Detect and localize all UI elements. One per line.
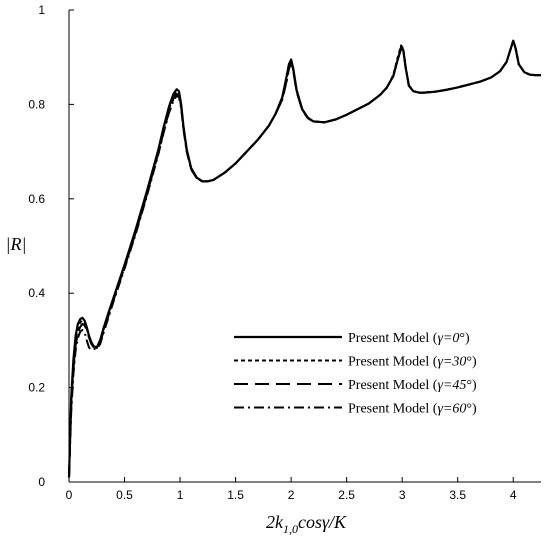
x-tick-label: 2.5 — [338, 488, 355, 502]
x-axis-title-rest: cosγ/K — [298, 512, 347, 532]
y-tick-label: 0.4 — [28, 286, 45, 300]
x-tick-label: 4 — [510, 488, 517, 502]
y-tick-label: 1 — [38, 3, 45, 17]
legend-label-0: Present Model (γ=0°) — [348, 331, 470, 346]
legend-label-2: Present Model (γ=45°) — [348, 378, 477, 393]
legend-label-var: γ=30 — [437, 355, 466, 370]
legend-label-var: γ=60 — [437, 402, 466, 417]
legend-label-prefix: Present Model ( — [348, 331, 438, 346]
x-tick-label: 0 — [66, 488, 73, 502]
axes: 0 0.5 1 1.5 2 2.5 3 3.5 4 0 0.2 0.4 0.6 0.8 1 — [28, 3, 541, 502]
x-axis-title-subscript: 1,0 — [283, 522, 298, 536]
x-tick-label: 1.5 — [227, 488, 244, 502]
series-line-3 — [68, 39, 541, 478]
legend-label-suffix: °) — [466, 355, 477, 370]
x-axis-title-main: 2k — [266, 512, 284, 532]
x-tick-label: 2 — [288, 488, 295, 502]
x-axis-title: 2k1,0cosγ/K — [266, 512, 347, 536]
legend-label-suffix: °) — [459, 331, 470, 346]
legend-label-prefix: Present Model ( — [348, 402, 438, 417]
y-tick-label: 0 — [38, 475, 45, 489]
legend-label-prefix: Present Model ( — [348, 378, 438, 393]
y-axis-title: |R| — [6, 234, 27, 254]
y-tick-label: 0.6 — [28, 192, 45, 206]
y-tick-label: 0.8 — [28, 97, 45, 111]
axis-titles: |R| 2k1,0cosγ/K — [6, 234, 347, 536]
x-tick-label: 0.5 — [116, 488, 133, 502]
legend-label-suffix: °) — [466, 402, 477, 417]
series-layer — [67, 39, 541, 478]
x-tick-label: 3.5 — [449, 488, 466, 502]
legend-label-var: γ=45 — [437, 378, 466, 393]
x-tick-label: 1 — [177, 488, 184, 502]
y-tick-label: 0.2 — [28, 381, 45, 395]
x-tick-label: 3 — [399, 488, 406, 502]
legend-label-prefix: Present Model ( — [348, 355, 438, 370]
legend-label-var: γ=0 — [437, 331, 459, 346]
legend: Present Model (γ=0°)Present Model (γ=30°… — [234, 331, 477, 417]
legend-label-suffix: °) — [466, 378, 477, 393]
legend-label-1: Present Model (γ=30°) — [348, 355, 477, 370]
legend-label-3: Present Model (γ=60°) — [348, 402, 477, 417]
